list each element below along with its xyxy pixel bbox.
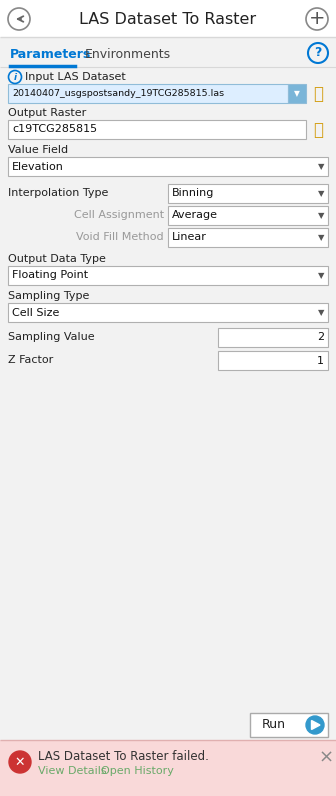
- Text: Parameters: Parameters: [10, 49, 91, 61]
- Bar: [218, 351, 328, 370]
- Text: Z Factor: Z Factor: [8, 355, 53, 365]
- Text: 2: 2: [317, 333, 324, 342]
- Text: ▼: ▼: [318, 189, 324, 198]
- Text: i: i: [13, 72, 16, 81]
- Text: Floating Point: Floating Point: [12, 271, 88, 280]
- Text: ▼: ▼: [318, 233, 324, 242]
- Text: Cell Assignment: Cell Assignment: [74, 210, 164, 220]
- Bar: [0, 740, 336, 796]
- Text: Run: Run: [262, 719, 286, 732]
- Text: Linear: Linear: [172, 232, 207, 243]
- Text: ▼: ▼: [318, 211, 324, 220]
- Text: Elevation: Elevation: [12, 162, 64, 171]
- Text: ▼: ▼: [318, 162, 324, 171]
- Circle shape: [306, 716, 324, 734]
- Text: View Details: View Details: [38, 766, 107, 776]
- Text: LAS Dataset To Raster failed.: LAS Dataset To Raster failed.: [38, 750, 209, 763]
- Bar: [168, 184, 328, 203]
- Bar: [8, 266, 328, 285]
- Text: Sampling Type: Sampling Type: [8, 291, 89, 301]
- Bar: [168, 228, 328, 247]
- Text: Value Field: Value Field: [8, 145, 68, 155]
- Text: +: +: [309, 10, 325, 29]
- Text: 1: 1: [317, 356, 324, 365]
- Text: c19TCG285815: c19TCG285815: [12, 124, 97, 135]
- Bar: [8, 157, 328, 176]
- Text: Open History: Open History: [101, 766, 174, 776]
- Text: Output Raster: Output Raster: [8, 108, 86, 118]
- Text: ✕: ✕: [15, 755, 25, 768]
- Text: ▼: ▼: [294, 89, 300, 98]
- Text: ×: ×: [319, 749, 334, 767]
- Circle shape: [9, 751, 31, 773]
- Bar: [8, 303, 328, 322]
- Text: Sampling Value: Sampling Value: [8, 332, 95, 342]
- Bar: [218, 328, 328, 347]
- Text: 🗀: 🗀: [313, 84, 323, 103]
- Bar: [288, 84, 306, 103]
- Text: 🗀: 🗀: [313, 120, 323, 139]
- Bar: [250, 713, 328, 737]
- Polygon shape: [311, 720, 320, 729]
- Bar: [0, 37, 336, 67]
- Text: Interpolation Type: Interpolation Type: [8, 188, 109, 198]
- Text: LAS Dataset To Raster: LAS Dataset To Raster: [79, 11, 257, 26]
- Text: ▼: ▼: [318, 308, 324, 317]
- Text: Void Fill Method: Void Fill Method: [76, 232, 164, 242]
- Text: Average: Average: [172, 210, 218, 220]
- Bar: [8, 120, 306, 139]
- Text: Input LAS Dataset: Input LAS Dataset: [25, 72, 126, 82]
- Text: ?: ?: [314, 46, 322, 60]
- Text: Output Data Type: Output Data Type: [8, 254, 106, 264]
- Bar: [0, 0, 336, 38]
- Bar: [8, 84, 288, 103]
- Text: Cell Size: Cell Size: [12, 307, 59, 318]
- Text: ▼: ▼: [318, 271, 324, 280]
- Text: Environments: Environments: [85, 49, 171, 61]
- Text: 20140407_usgspostsandy_19TCG285815.las: 20140407_usgspostsandy_19TCG285815.las: [12, 89, 224, 98]
- Text: Binning: Binning: [172, 189, 214, 198]
- Bar: [168, 206, 328, 225]
